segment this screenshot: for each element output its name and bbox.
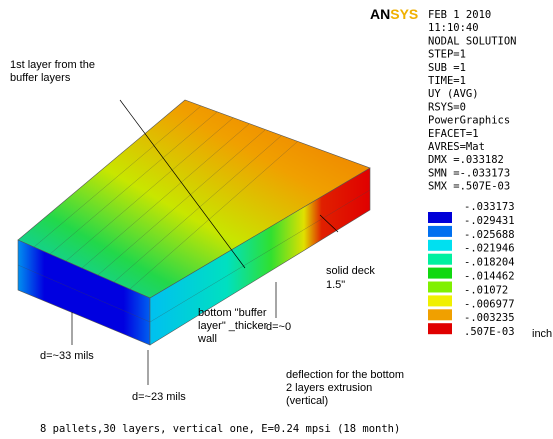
annotation: deflection for the bottom bbox=[286, 369, 404, 381]
legend-swatch bbox=[428, 240, 452, 251]
info-line: PowerGraphics bbox=[428, 115, 510, 127]
legend-unit: inch bbox=[532, 328, 552, 340]
legend-swatch bbox=[428, 226, 452, 237]
legend-label: -.01072 bbox=[464, 284, 508, 296]
legend-label: .507E-03 bbox=[464, 326, 515, 338]
info-line: NODAL SOLUTION bbox=[428, 35, 517, 47]
info-line: RSYS=0 bbox=[428, 101, 466, 113]
legend-swatch bbox=[428, 309, 452, 320]
logo-part: SYS bbox=[390, 6, 418, 22]
legend-label: -.003235 bbox=[464, 312, 515, 324]
annotation: d=~0 bbox=[266, 321, 291, 333]
annotation: 1st layer from the bbox=[10, 59, 95, 71]
legend-label: -.029431 bbox=[464, 215, 515, 227]
legend-label: -.014462 bbox=[464, 271, 515, 283]
annotation: buffer layers bbox=[10, 72, 71, 84]
annotation: 2 layers extrusion bbox=[286, 382, 372, 394]
model bbox=[18, 100, 370, 385]
annotation: d=~23 mils bbox=[132, 391, 186, 403]
info-line: SMN =-.033173 bbox=[428, 167, 510, 179]
info-line: SUB =1 bbox=[428, 62, 466, 74]
legend: -.033173 -.029431 -.025688 -.021946 -.018204… bbox=[428, 201, 552, 340]
info-line: DMX =.033182 bbox=[428, 154, 504, 166]
logo: ANSYS bbox=[370, 6, 418, 22]
info-line: EFACET=1 bbox=[428, 128, 479, 140]
annotation: wall bbox=[197, 333, 217, 345]
legend-label: -.006977 bbox=[464, 298, 515, 310]
info-line: UY (AVG) bbox=[428, 88, 479, 100]
legend-swatch bbox=[428, 254, 452, 265]
annotation: 1.5" bbox=[326, 279, 345, 291]
legend-swatch bbox=[428, 282, 452, 293]
annotation: d=~33 mils bbox=[40, 350, 94, 362]
info-line: 11:10:40 bbox=[428, 22, 479, 34]
legend-label: -.021946 bbox=[464, 243, 515, 255]
legend-swatch bbox=[428, 323, 452, 334]
screenshot: ANSYS FEB 1 201011:10:40NODAL SOLUTION ST… bbox=[0, 0, 553, 439]
info-line: TIME=1 bbox=[428, 75, 466, 87]
legend-label: -.025688 bbox=[464, 229, 515, 241]
legend-swatch bbox=[428, 295, 452, 306]
info-line: SMX =.507E-03 bbox=[428, 181, 510, 193]
info-line: FEB 1 2010 bbox=[428, 9, 491, 21]
legend-label: -.018204 bbox=[464, 257, 515, 269]
info-line: STEP=1 bbox=[428, 49, 466, 61]
legend-swatch bbox=[428, 268, 452, 279]
legend-label: -.033173 bbox=[464, 201, 515, 213]
annotation: solid deck bbox=[326, 265, 375, 277]
annotation: layer" _thicker bbox=[198, 320, 268, 332]
annotation: bottom "buffer bbox=[198, 307, 267, 319]
info-line: AVRES=Mat bbox=[428, 141, 485, 153]
caption: 8 pallets,30 layers, vertical one, E=0.2… bbox=[40, 423, 400, 435]
logo-part: AN bbox=[370, 6, 390, 22]
annotation: (vertical) bbox=[286, 395, 328, 407]
legend-swatch bbox=[428, 212, 452, 223]
